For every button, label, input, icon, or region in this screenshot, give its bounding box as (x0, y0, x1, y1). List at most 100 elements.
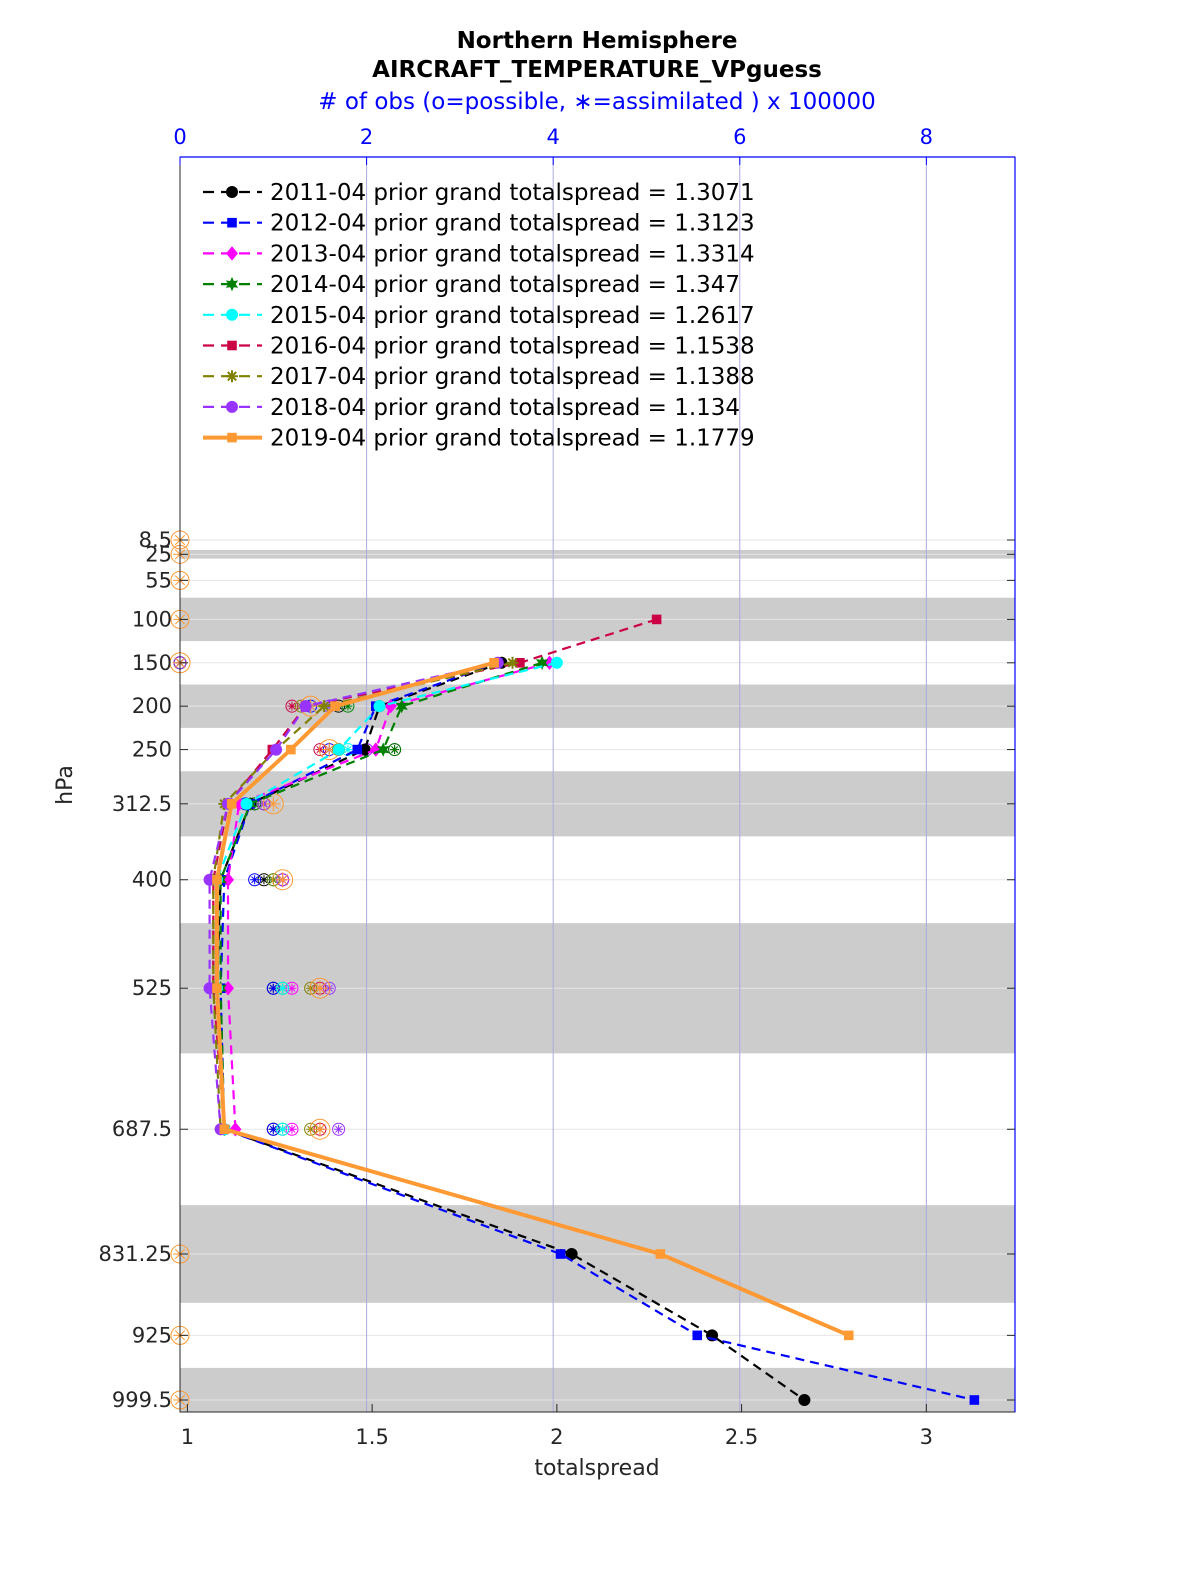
obs-3-1-assimilated (343, 701, 353, 711)
y-tick-label-3: 100 (132, 607, 172, 631)
obs-8-5 (309, 977, 331, 999)
x-tick-label-0: 1 (181, 1425, 194, 1449)
obs-7-6-assimilated (334, 1124, 344, 1134)
series-8 (212, 657, 854, 1341)
series-4-point-2 (332, 743, 345, 756)
series-line-5 (212, 618, 657, 1130)
legend-label-4: 2015-04 prior grand totalspread = 1.2617 (270, 303, 755, 329)
obs-6-6-assimilated (306, 1124, 316, 1134)
obs-0-4 (257, 873, 271, 887)
series-2-point-4 (222, 872, 235, 887)
series-1-point-8 (692, 1330, 703, 1341)
series-8-point-5 (212, 983, 222, 994)
obs-7-6 (332, 1122, 346, 1136)
obs-2-5-assimilated (287, 983, 297, 993)
series-line-1 (219, 661, 975, 1402)
y-tick-label-6: 250 (132, 738, 172, 762)
obs-8-6-assimilated (312, 1121, 328, 1137)
chart-subtitle: AIRCRAFT_TEMPERATURE_VPguess (372, 57, 822, 83)
obs-8-4 (272, 869, 294, 891)
legend-entry-7: 2018-04 prior grand totalspread = 1.134 (203, 395, 740, 421)
legend-entry-2: 2013-04 prior grand totalspread = 1.3314 (203, 241, 755, 267)
legend: 2011-04 prior grand totalspread = 1.3071… (203, 180, 755, 452)
obs-2-6-assimilated (287, 1124, 297, 1134)
series-6-point-0 (506, 656, 519, 669)
x-tick-label-3: 2.5 (725, 1425, 758, 1449)
obs-5-1 (285, 699, 299, 713)
y-tick-label-10: 687.5 (112, 1117, 172, 1141)
legend-label-8: 2019-04 prior grand totalspread = 1.1779 (270, 426, 755, 452)
series-1-point-9 (969, 1395, 980, 1405)
legend-label-2: 2013-04 prior grand totalspread = 1.3314 (270, 241, 755, 267)
legend-entry-1: 2012-04 prior grand totalspread = 1.3123 (203, 211, 755, 237)
series-8-point-2 (286, 744, 296, 755)
obs-1-6-assimilated (268, 1124, 278, 1134)
legend-marker-7 (226, 400, 238, 413)
y-tick-label-9: 525 (132, 976, 172, 1000)
legend-entry-4: 2015-04 prior grand totalspread = 1.2617 (203, 303, 755, 329)
series-0-point-7 (565, 1247, 578, 1260)
obs-4-5 (276, 981, 290, 995)
series-3-point-2 (377, 742, 390, 757)
series-0-point-9 (798, 1394, 811, 1406)
x-tick-label-2: 2 (550, 1425, 563, 1449)
legend-label-1: 2012-04 prior grand totalspread = 1.3123 (270, 211, 755, 237)
legend-marker-0 (226, 186, 238, 198)
series-5-point-1 (515, 657, 525, 668)
legend-entry-0: 2011-04 prior grand totalspread = 1.3071 (203, 180, 755, 206)
legend-entry-8: 2019-04 prior grand totalspread = 1.1779 (203, 426, 755, 452)
series-3-point-0 (535, 655, 549, 670)
series-8-point-0 (489, 657, 499, 668)
series-3-point-1 (395, 699, 408, 714)
obs-1-4-assimilated (250, 875, 260, 885)
y-tick-label-2: 55 (145, 568, 172, 592)
legend-marker-4 (226, 308, 238, 321)
obs-8-4-possible (272, 869, 294, 891)
series-lines (203, 614, 980, 1406)
series-1-point-2 (352, 744, 363, 755)
x-tick-label-1: 1.5 (355, 1425, 388, 1449)
obs-4-2-assimilated (343, 745, 353, 755)
obs-7-3-assimilated (259, 799, 269, 809)
series-8-point-3 (226, 799, 237, 809)
y-tick-label-5: 200 (132, 694, 172, 718)
series-8-point-1 (330, 701, 340, 711)
chart-title: Northern Hemisphere (457, 28, 738, 54)
series-7-point-2 (270, 743, 283, 756)
obs-8-2-assimilated (321, 742, 337, 758)
y-tick-label-4: 150 (132, 651, 172, 675)
y-tick-label-1: 25 (145, 542, 172, 566)
series-1-point-7 (555, 1249, 566, 1259)
obs-1-5-assimilated (268, 983, 278, 993)
series-4-point-0 (550, 656, 563, 669)
y-tick-label-13: 999.5 (112, 1388, 172, 1412)
series-4-point-1 (373, 700, 386, 713)
obs-3-2-assimilated (390, 745, 400, 755)
obs-1-4-possible (248, 873, 262, 887)
obs-8-5-assimilated (312, 980, 328, 996)
y-axis-label: hPa (53, 765, 78, 805)
series-4-point-3 (240, 797, 253, 810)
series-2-point-5 (222, 981, 235, 996)
obs-4-5-possible (276, 981, 290, 995)
legend-entry-6: 2017-04 prior grand totalspread = 1.1388 (203, 364, 755, 390)
y-tick-label-0: 8.5 (139, 528, 172, 552)
series-2-point-2 (369, 742, 382, 757)
obs-8-4-assimilated (275, 872, 291, 888)
series-2-point-6 (229, 1122, 242, 1137)
shaded-layer-6 (180, 1367, 1015, 1412)
obs-1-4 (248, 873, 262, 887)
top-tick-label-0: 0 (173, 125, 186, 149)
x-tick-label-4: 3 (920, 1425, 933, 1449)
obs-7-6-possible (332, 1122, 346, 1136)
legend-marker-5 (227, 340, 237, 351)
legend-label-6: 2017-04 prior grand totalspread = 1.1388 (270, 364, 755, 390)
obs-2-5 (285, 981, 299, 995)
obs-4-6-assimilated (278, 1124, 288, 1134)
legend-label-5: 2016-04 prior grand totalspread = 1.1538 (270, 334, 755, 360)
series-8-point-6 (219, 1124, 230, 1135)
legend-entry-3: 2014-04 prior grand totalspread = 1.347 (203, 272, 740, 298)
obs-4-6 (276, 1122, 290, 1136)
obs-3-2 (388, 743, 402, 757)
